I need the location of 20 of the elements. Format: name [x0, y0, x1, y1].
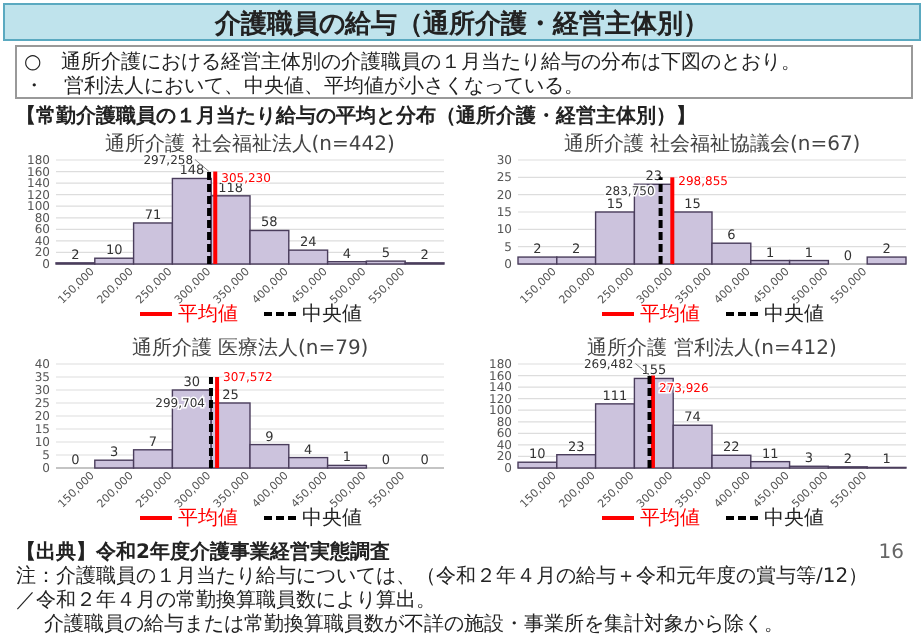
legend-label: 平均値	[178, 302, 238, 326]
chart-title: 通所介護 社会福祉協議会(n=67)	[563, 132, 861, 156]
legend-label: 中央値	[302, 506, 362, 530]
legend-label: 中央値	[764, 302, 824, 326]
legend-label: 中央値	[764, 506, 824, 530]
text: ○ 通所介護における経営主体別の介護職員の１月当たり給与の分布は下図のとおり。	[24, 50, 802, 74]
text: 【出典】令和2年度介護事業経営実態調査	[16, 540, 390, 564]
legend-label: 平均値	[178, 506, 238, 530]
text: ・ 営利法人において、中央値、平均値が小さくなっている。	[24, 74, 584, 98]
text: 介護職員の給与（通所介護・経営主体別）	[213, 8, 709, 40]
legend-label: 平均値	[640, 506, 700, 530]
legend-label: 中央値	[302, 302, 362, 326]
chart-title: 通所介護 社会福祉法人(n=442)	[105, 132, 395, 156]
text: 注：介護職員の１月当たり給与については、（令和２年４月の給与＋令和元年度の賞与等/12）／令和２年４月の常勤換算職員数により算出。	[16, 564, 869, 612]
chart-title: 通所介護 営利法人(n=412)	[587, 336, 837, 360]
text: 【常勤介護職員の１月当たり給与の平均と分布（通所介護・経営主体別）】	[16, 104, 696, 128]
legend-label: 平均値	[640, 302, 700, 326]
chart-title: 通所介護 医療法人(n=79)	[131, 336, 369, 360]
text: 16	[878, 542, 904, 564]
text: 介護職員の給与または常勤換算職員数が不詳の施設・事業所を集計対象から除く。	[44, 612, 784, 636]
